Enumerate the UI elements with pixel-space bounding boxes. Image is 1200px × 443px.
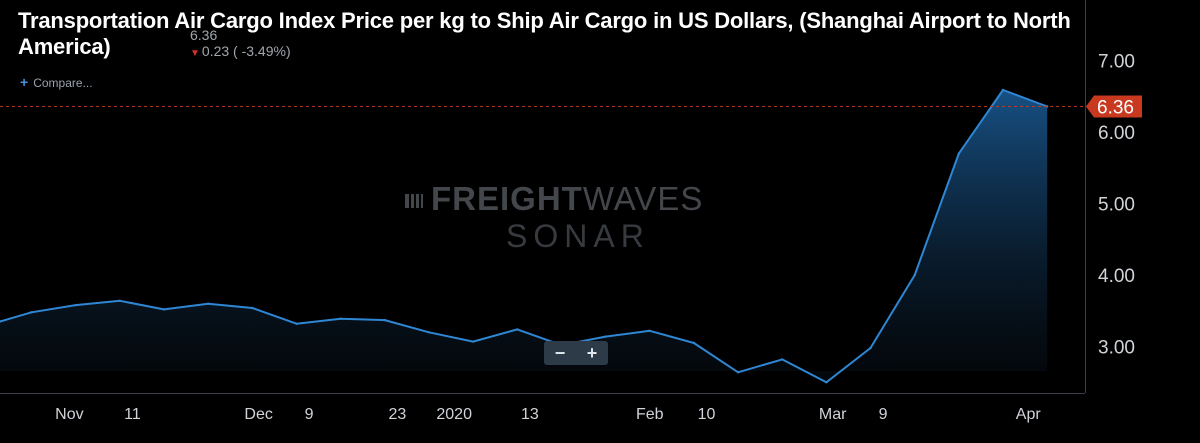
last-value: 6.36	[190, 27, 218, 43]
data-point	[913, 273, 916, 277]
data-point	[30, 311, 33, 314]
data-point	[692, 341, 696, 345]
data-point	[427, 331, 431, 334]
data-point	[74, 303, 77, 307]
x-tick-label: 13	[521, 406, 539, 423]
data-point	[516, 328, 519, 331]
x-tick-label: 9	[305, 406, 314, 423]
y-tick-label: 7.00	[1098, 52, 1135, 73]
data-point	[604, 335, 607, 338]
brand-logo-icon	[405, 194, 423, 209]
x-tick-label: 11	[124, 406, 141, 423]
x-tick-label: 10	[698, 406, 716, 423]
price-change-text: 0.23 ( -3.49%)	[201, 43, 291, 59]
x-tick-label: Mar	[819, 406, 847, 423]
series-area	[0, 90, 1048, 383]
data-point	[957, 152, 960, 155]
down-arrow-icon: ▼	[190, 48, 200, 59]
data-point	[0, 320, 2, 323]
data-point	[781, 358, 784, 361]
product-watermark: SONAR	[506, 218, 650, 254]
brand-bold: FREIGHT	[431, 180, 583, 217]
data-point	[295, 322, 298, 325]
compare-label: Compare...	[33, 76, 93, 90]
data-point	[251, 306, 254, 310]
zoom-out-button[interactable]: −	[554, 343, 566, 363]
x-tick-label: Feb	[636, 406, 664, 423]
x-tick-label: 2020	[436, 406, 472, 423]
y-tick-label: 5.00	[1098, 195, 1135, 216]
x-tick-label: Dec	[244, 406, 272, 423]
plus-icon: +	[20, 74, 29, 90]
price-summary: 6.36 ▼ 0.23 ( -3.49%)	[190, 27, 291, 62]
chart-title: Transportation Air Cargo Index Price per…	[18, 8, 1071, 59]
zoom-in-button[interactable]: +	[586, 343, 598, 363]
data-point	[471, 340, 475, 343]
compare-button[interactable]: + Compare...	[20, 74, 93, 90]
brand-light: WAVES	[582, 180, 704, 217]
zoom-control: − +	[544, 341, 608, 365]
data-point	[383, 318, 386, 322]
y-tick-label: 3.00	[1098, 338, 1135, 359]
data-point	[736, 371, 740, 374]
data-point	[118, 299, 122, 302]
x-tick-label: 9	[879, 406, 888, 423]
last-price-label: 6.36	[1097, 97, 1134, 118]
data-point	[162, 308, 166, 311]
price-change: ▼ 0.23 ( -3.49%)	[190, 43, 291, 62]
data-point	[339, 317, 342, 320]
data-point	[648, 329, 651, 332]
last-price-tag	[1086, 95, 1142, 118]
brand-watermark: FREIGHTWAVES	[405, 180, 703, 218]
data-point	[207, 302, 210, 305]
data-point	[1001, 88, 1005, 92]
y-tick-label: 6.00	[1098, 123, 1135, 144]
data-point	[869, 346, 872, 350]
y-tick-label: 4.00	[1098, 266, 1135, 287]
x-tick-label: Nov	[55, 406, 83, 423]
x-tick-label: 23	[389, 406, 407, 423]
x-tick-label: Apr	[1016, 406, 1042, 423]
data-point	[825, 381, 828, 384]
data-point	[1046, 105, 1049, 108]
